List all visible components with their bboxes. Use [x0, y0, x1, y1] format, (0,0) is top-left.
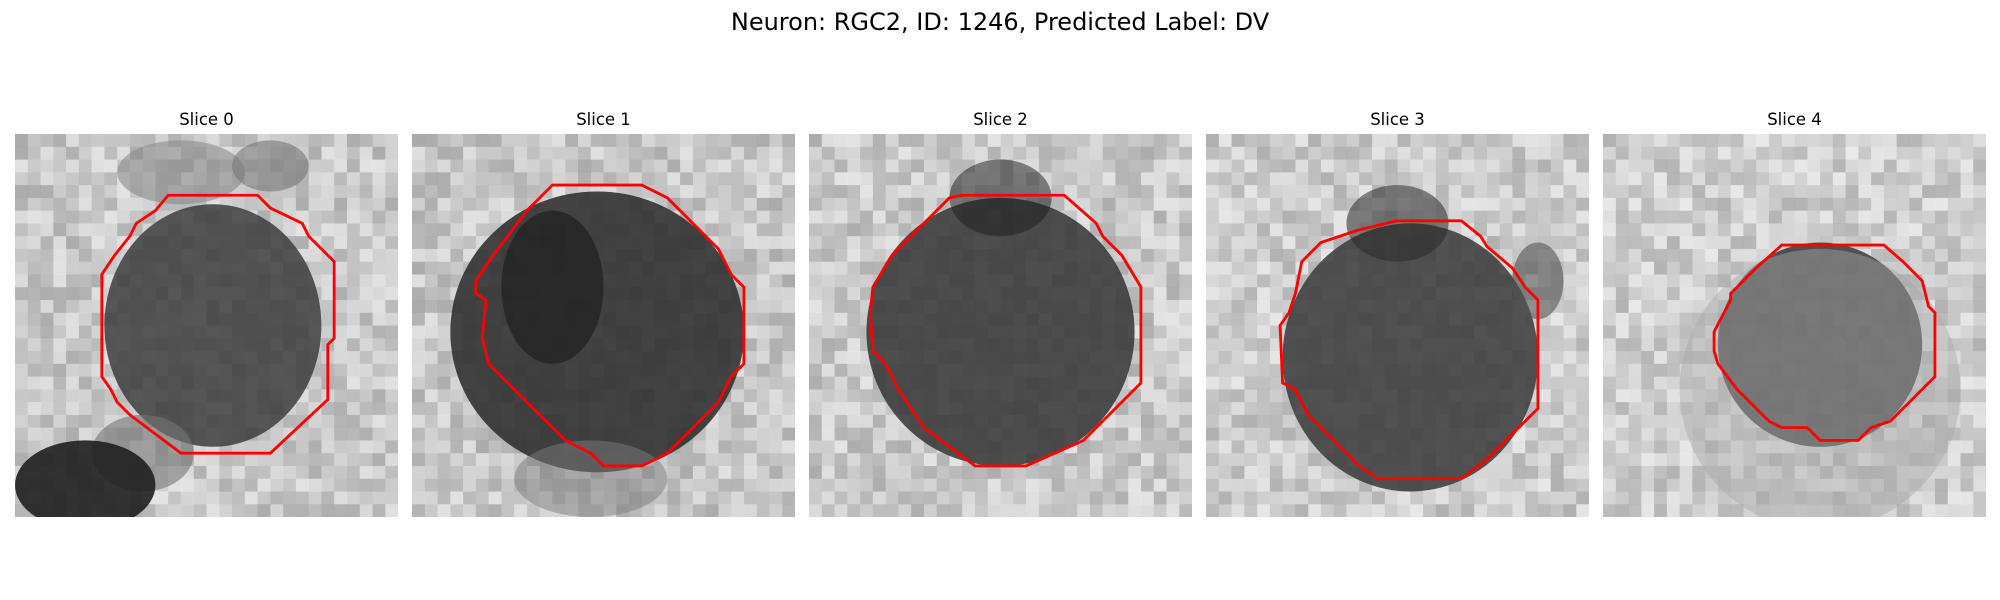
slice-image-0: [15, 134, 398, 517]
cell-contour: [100, 193, 336, 455]
slice-panel-3: Slice 3: [1206, 108, 1589, 517]
slice-image-4: [1603, 134, 1986, 517]
slice-title-1: Slice 1: [576, 110, 631, 129]
slice-title-0: Slice 0: [179, 110, 234, 129]
cell-contour: [1712, 243, 1937, 442]
figure-title: Neuron: RGC2, ID: 1246, Predicted Label:…: [730, 8, 1270, 36]
slice-image-3: [1206, 134, 1589, 517]
slice-image-2: [809, 134, 1192, 517]
cell-contour: [1278, 219, 1540, 481]
slice-title-3: Slice 3: [1370, 110, 1425, 129]
slice-panel-0: Slice 0: [15, 108, 398, 517]
slice-image-1: [412, 134, 795, 517]
slice-panel-4: Slice 4: [1603, 108, 1986, 517]
cell-contour: [474, 183, 746, 468]
slice-title-4: Slice 4: [1767, 110, 1822, 129]
slice-title-2: Slice 2: [973, 110, 1028, 129]
slice-panel-2: Slice 2: [809, 108, 1192, 517]
cell-contour: [868, 193, 1143, 468]
microscopy-texture: [1603, 134, 1986, 517]
slice-panel-1: Slice 1: [412, 108, 795, 517]
